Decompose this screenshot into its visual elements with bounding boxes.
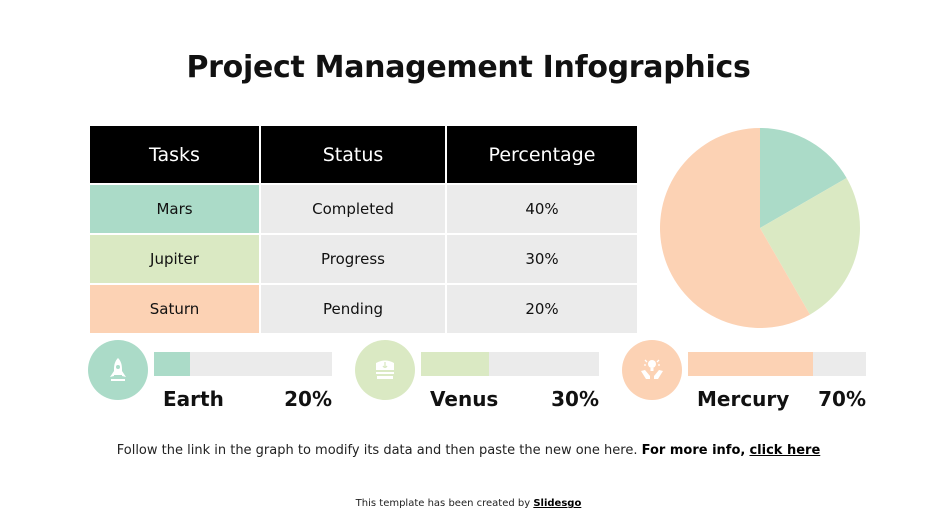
rocket-icon [88, 340, 148, 400]
task-cell: Jupiter [90, 235, 259, 283]
pie-slice-green[interactable] [760, 128, 847, 228]
info-note: Follow the link in the graph to modify i… [0, 443, 937, 458]
status-cell: Completed [261, 185, 445, 233]
progress-bar-earth [154, 352, 332, 376]
credit-text: This template has been created by [355, 498, 531, 509]
status-cell: Pending [261, 285, 445, 333]
progress-earth: Earth 20% [88, 340, 358, 420]
credit-line: This template has been created by Slides… [0, 498, 937, 509]
captain-hat-icon [355, 340, 415, 400]
table-header-row: Tasks Status Percentage [90, 126, 637, 183]
progress-mercury: Mercury 70% [622, 340, 892, 420]
task-cell: Mars [90, 185, 259, 233]
pie-slice-light-green[interactable] [760, 178, 860, 315]
percentage-cell: 30% [447, 235, 637, 283]
pie-slice-peach[interactable] [660, 128, 810, 328]
progress-label: Earth [163, 387, 224, 411]
progress-bar-venus [421, 352, 599, 376]
percentage-cell: 20% [447, 285, 637, 333]
header-status: Status [261, 126, 445, 183]
tasks-table: Tasks Status Percentage Mars Completed 4… [88, 124, 639, 335]
progress-bar-mercury [688, 352, 866, 376]
progress-label: Venus [430, 387, 499, 411]
note-text: Follow the link in the graph to modify i… [116, 443, 638, 458]
progress-label: Mercury [697, 387, 790, 411]
progress-value: 20% [284, 387, 332, 411]
header-tasks: Tasks [90, 126, 259, 183]
progress-value: 30% [551, 387, 599, 411]
table-row: Saturn Pending 20% [90, 285, 637, 333]
note-bold: For more info, [641, 443, 746, 458]
percentage-cell: 40% [447, 185, 637, 233]
progress-value: 70% [818, 387, 866, 411]
table-row: Mars Completed 40% [90, 185, 637, 233]
task-cell: Saturn [90, 285, 259, 333]
idea-hands-icon [622, 340, 682, 400]
header-percentage: Percentage [447, 126, 637, 183]
click-here-link[interactable]: click here [749, 443, 821, 458]
progress-venus: Venus 30% [355, 340, 625, 420]
pie-chart[interactable] [660, 128, 860, 328]
page-title: Project Management Infographics [186, 50, 751, 85]
slidesgo-link[interactable]: Slidesgo [533, 498, 582, 509]
table-row: Jupiter Progress 30% [90, 235, 637, 283]
status-cell: Progress [261, 235, 445, 283]
